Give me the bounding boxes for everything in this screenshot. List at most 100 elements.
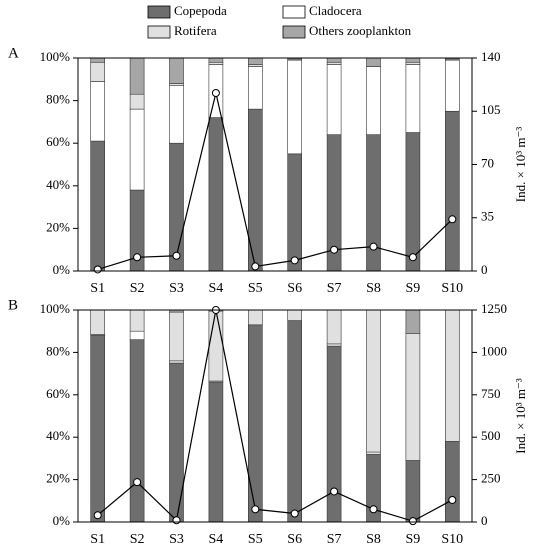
bar-segment bbox=[248, 309, 263, 326]
bar-segment bbox=[208, 117, 224, 272]
bar-segment bbox=[405, 333, 421, 461]
x-tick-label: S8 bbox=[366, 281, 381, 296]
y-tick-label: 40% bbox=[46, 177, 70, 192]
x-tick-label: S4 bbox=[209, 281, 224, 296]
bar-segment bbox=[287, 59, 303, 155]
bar-segment bbox=[444, 441, 460, 523]
legend-label: Cladocera bbox=[309, 3, 362, 18]
bar-segment bbox=[169, 57, 184, 84]
bar-segment bbox=[366, 309, 381, 453]
legend-swatch bbox=[147, 5, 171, 19]
bar-segment bbox=[248, 64, 263, 67]
y-tick-label: 80% bbox=[46, 343, 70, 358]
line-point bbox=[290, 509, 299, 518]
y2-tick-label: 250 bbox=[481, 471, 501, 486]
bar-segment bbox=[326, 309, 342, 345]
line-point bbox=[172, 251, 181, 260]
bar-segment bbox=[169, 360, 184, 364]
line-point bbox=[93, 511, 102, 520]
line-point bbox=[330, 487, 339, 496]
y-tick-label: 100% bbox=[40, 301, 71, 316]
legend-swatch bbox=[147, 25, 171, 39]
panel-label: A bbox=[8, 45, 19, 61]
line-point bbox=[448, 495, 457, 504]
bar-segment bbox=[90, 335, 105, 523]
bar-segment bbox=[129, 108, 145, 191]
y2-tick-label: 35 bbox=[481, 209, 494, 224]
y-tick-label: 20% bbox=[46, 471, 70, 486]
x-tick-label: S5 bbox=[248, 281, 263, 296]
bar-segment bbox=[405, 61, 421, 65]
bar-segment bbox=[366, 451, 381, 455]
line-point bbox=[290, 256, 299, 265]
line-point bbox=[251, 262, 260, 271]
legend-swatch bbox=[282, 25, 306, 39]
bar-segment bbox=[129, 309, 145, 332]
y-tick-label: 100% bbox=[40, 49, 71, 64]
line bbox=[97, 92, 453, 271]
y-tick-label: 0% bbox=[53, 262, 71, 277]
x-tick-label: S4 bbox=[209, 532, 224, 547]
bar-segment bbox=[366, 66, 381, 135]
x-tick-label: S3 bbox=[169, 532, 184, 547]
bar-segment bbox=[287, 153, 303, 272]
x-tick-label: S9 bbox=[406, 281, 421, 296]
line-point bbox=[133, 253, 142, 262]
y-tick-label: 60% bbox=[46, 134, 70, 149]
y-tick-label: 0% bbox=[53, 513, 71, 528]
y2-tick-label: 140 bbox=[481, 49, 501, 64]
bar-segment bbox=[208, 381, 224, 523]
y2-tick-label: 750 bbox=[481, 386, 501, 401]
bar-segment bbox=[366, 57, 381, 67]
y2-tick-label: 1000 bbox=[481, 343, 507, 358]
bar-segment bbox=[129, 330, 145, 340]
x-tick-label: S5 bbox=[248, 532, 263, 547]
plot-frame bbox=[77, 309, 473, 523]
x-tick-label: S3 bbox=[169, 281, 184, 296]
x-tick-label: S7 bbox=[327, 281, 342, 296]
bar-segment bbox=[405, 132, 421, 272]
x-tick-label: S2 bbox=[130, 532, 145, 547]
x-tick-label: S7 bbox=[327, 532, 342, 547]
y2-tick-label: 0 bbox=[481, 262, 488, 277]
bar-segment bbox=[169, 85, 184, 144]
bar-segment bbox=[444, 59, 460, 112]
bar-segment bbox=[129, 93, 145, 110]
y-tick-label: 40% bbox=[46, 428, 70, 443]
panel-label: B bbox=[8, 297, 18, 313]
legend-label: Others zooplankton bbox=[309, 23, 412, 38]
line-point bbox=[251, 505, 260, 514]
line-point bbox=[448, 215, 457, 224]
x-tick-label: S8 bbox=[366, 532, 381, 547]
y-tick-label: 80% bbox=[46, 92, 70, 107]
bar-segment bbox=[90, 61, 105, 82]
bar-segment bbox=[248, 324, 263, 523]
bar-segment bbox=[326, 61, 342, 65]
line-point bbox=[93, 265, 102, 274]
bar-segment bbox=[405, 460, 421, 523]
y-tick-label: 20% bbox=[46, 219, 70, 234]
y2-tick-label: 70 bbox=[481, 155, 494, 170]
x-tick-label: S6 bbox=[287, 281, 302, 296]
line-point bbox=[408, 517, 417, 526]
y2-axis-label: Ind. × 10³ m⁻³ bbox=[513, 127, 528, 203]
bar-segment bbox=[208, 57, 224, 63]
bar-segment bbox=[90, 81, 105, 142]
bar-segment bbox=[326, 64, 342, 135]
line-point bbox=[369, 242, 378, 251]
bar-segment bbox=[129, 339, 145, 523]
bar-segment bbox=[444, 110, 460, 272]
y2-axis-label: Ind. × 10³ m⁻³ bbox=[513, 378, 528, 454]
line-point bbox=[408, 253, 417, 262]
x-tick-label: S9 bbox=[406, 532, 421, 547]
line-point bbox=[330, 245, 339, 254]
plot-frame bbox=[77, 57, 473, 272]
y2-tick-label: 105 bbox=[481, 102, 501, 117]
line-point bbox=[172, 516, 181, 525]
bar-segment bbox=[90, 57, 105, 63]
bar-segment bbox=[169, 311, 184, 362]
line-point bbox=[133, 478, 142, 487]
bar-segment bbox=[208, 61, 224, 65]
bar-segment bbox=[90, 140, 105, 272]
